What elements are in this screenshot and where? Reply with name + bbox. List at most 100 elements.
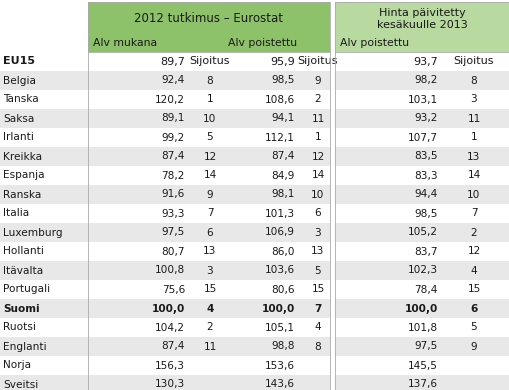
Text: 98,1: 98,1 [271, 190, 294, 200]
Text: EU15: EU15 [3, 57, 35, 67]
Bar [334, 34, 509, 52]
Text: Hollanti: Hollanti [3, 246, 44, 257]
Text: 2012 tutkimus – Eurostat: 2012 tutkimus – Eurostat [134, 11, 283, 25]
Text: 99,2: 99,2 [161, 133, 185, 142]
Text: 2: 2 [206, 323, 213, 333]
Bar [334, 204, 509, 223]
Text: 95,9: 95,9 [270, 57, 294, 67]
Text: 103,1: 103,1 [407, 94, 437, 105]
Bar [0, 261, 329, 280]
Text: 1: 1 [206, 94, 213, 105]
Text: 4: 4 [470, 266, 476, 275]
Text: Espanja: Espanja [3, 170, 45, 181]
Text: 83,7: 83,7 [414, 246, 437, 257]
Text: 11: 11 [203, 342, 216, 351]
Text: 13: 13 [466, 151, 480, 161]
Text: 92,4: 92,4 [161, 76, 185, 85]
Text: 8: 8 [206, 76, 213, 85]
Text: Tanska: Tanska [3, 94, 39, 105]
Text: 120,2: 120,2 [155, 94, 185, 105]
Bar [88, 34, 329, 52]
Text: 13: 13 [310, 246, 324, 257]
Text: 112,1: 112,1 [265, 133, 294, 142]
Text: 105,2: 105,2 [407, 227, 437, 238]
Bar [0, 52, 329, 71]
Text: 106,9: 106,9 [265, 227, 294, 238]
Bar [334, 261, 509, 280]
Text: 80,6: 80,6 [271, 284, 294, 294]
Bar [334, 147, 509, 166]
Text: 15: 15 [203, 284, 216, 294]
Text: 14: 14 [311, 170, 324, 181]
Text: 13: 13 [203, 246, 216, 257]
Text: 98,2: 98,2 [414, 76, 437, 85]
Text: 3: 3 [470, 94, 476, 105]
Text: 105,1: 105,1 [265, 323, 294, 333]
Text: kesäkuulle 2013: kesäkuulle 2013 [376, 20, 467, 30]
Bar [0, 356, 329, 375]
Text: 8: 8 [314, 342, 321, 351]
Text: 5: 5 [206, 133, 213, 142]
Text: 7: 7 [470, 209, 476, 218]
Bar [334, 356, 509, 375]
Text: 86,0: 86,0 [271, 246, 294, 257]
Text: 100,0: 100,0 [152, 303, 185, 314]
Bar [0, 223, 329, 242]
Text: 11: 11 [466, 113, 479, 124]
Bar [334, 166, 509, 185]
Text: 1: 1 [314, 133, 321, 142]
Bar [334, 299, 509, 318]
Text: 107,7: 107,7 [407, 133, 437, 142]
Text: Englanti: Englanti [3, 342, 46, 351]
Text: Portugali: Portugali [3, 284, 50, 294]
Text: 6: 6 [206, 227, 213, 238]
Text: Sijoitus: Sijoitus [453, 57, 493, 67]
Bar [334, 375, 509, 390]
Text: 143,6: 143,6 [265, 379, 294, 390]
Text: Sveitsi: Sveitsi [3, 379, 38, 390]
Text: Norja: Norja [3, 360, 31, 370]
Bar [0, 166, 329, 185]
Bar [0, 204, 329, 223]
Text: 98,5: 98,5 [414, 209, 437, 218]
Text: 9: 9 [470, 342, 476, 351]
Text: 100,0: 100,0 [261, 303, 294, 314]
Text: Ruotsi: Ruotsi [3, 323, 36, 333]
Text: Kreikka: Kreikka [3, 151, 42, 161]
Text: 87,4: 87,4 [161, 151, 185, 161]
Text: 93,3: 93,3 [161, 209, 185, 218]
Text: 15: 15 [311, 284, 324, 294]
Bar [334, 223, 509, 242]
Text: 80,7: 80,7 [161, 246, 185, 257]
Text: 93,7: 93,7 [412, 57, 437, 67]
Bar [0, 280, 329, 299]
Bar [334, 337, 509, 356]
Bar [0, 318, 329, 337]
Bar [334, 71, 509, 90]
Text: 89,1: 89,1 [161, 113, 185, 124]
Text: 4: 4 [206, 303, 213, 314]
Text: 97,5: 97,5 [161, 227, 185, 238]
Text: 12: 12 [311, 151, 324, 161]
Bar [334, 318, 509, 337]
Bar [0, 109, 329, 128]
Text: 9: 9 [314, 76, 321, 85]
Text: Alv poistettu: Alv poistettu [340, 38, 408, 48]
Text: 91,6: 91,6 [161, 190, 185, 200]
Bar [0, 147, 329, 166]
Bar [334, 90, 509, 109]
Bar [0, 90, 329, 109]
Bar [334, 2, 509, 34]
Text: 6: 6 [469, 303, 477, 314]
Text: 87,4: 87,4 [161, 342, 185, 351]
Text: Alv mukana: Alv mukana [93, 38, 157, 48]
Text: 145,5: 145,5 [407, 360, 437, 370]
Text: 10: 10 [310, 190, 324, 200]
Bar [334, 242, 509, 261]
Text: 2: 2 [470, 227, 476, 238]
Text: 94,4: 94,4 [414, 190, 437, 200]
Text: 6: 6 [314, 209, 321, 218]
Text: 98,5: 98,5 [271, 76, 294, 85]
Text: Luxemburg: Luxemburg [3, 227, 63, 238]
Text: 130,3: 130,3 [154, 379, 185, 390]
